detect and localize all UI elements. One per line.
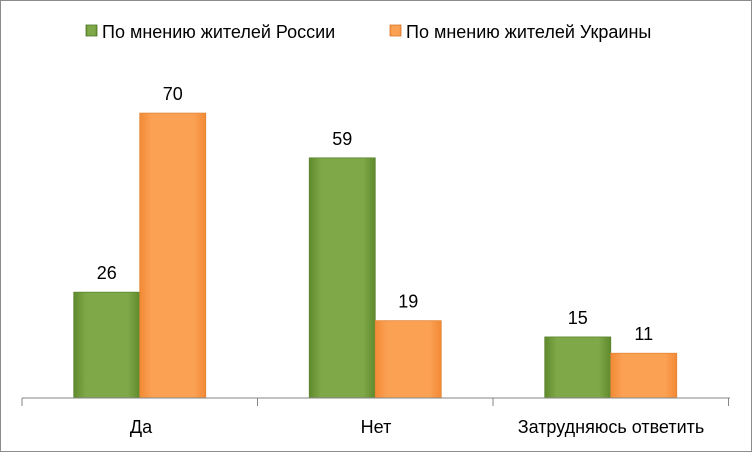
data-label-ukraine-1: 19	[398, 292, 418, 312]
x-tick-label-net: Нет	[361, 417, 392, 437]
x-axis-ticks	[21, 398, 729, 406]
data-labels: 26 70 59 19 15 11	[97, 84, 653, 344]
data-label-russia-1: 59	[332, 129, 352, 149]
bars	[73, 112, 678, 399]
legend-label-russia: По мнению жителей России	[102, 22, 335, 42]
bar-ukraine-0	[139, 112, 207, 399]
data-label-ukraine-2: 11	[634, 324, 653, 344]
x-tick-label-zatrudnyayus: Затрудняюсь ответить	[518, 417, 705, 437]
data-label-ukraine-0: 70	[163, 84, 183, 104]
legend-label-ukraine: По мнению жителей Украины	[406, 22, 651, 42]
legend-swatch-russia	[85, 24, 98, 37]
bar-ukraine-2	[610, 352, 678, 399]
bar-russia-1	[308, 157, 376, 399]
x-tick-label-da: Да	[130, 417, 153, 437]
data-label-russia-2: 15	[568, 308, 588, 328]
bar-russia-0	[73, 291, 141, 399]
bar-russia-2	[544, 336, 612, 399]
data-label-russia-0: 26	[97, 263, 117, 283]
x-axis-tick-labels: Да Нет Затрудняюсь ответить	[130, 417, 704, 437]
legend-swatch-ukraine	[389, 24, 402, 37]
legend: По мнению жителей России По мнению жител…	[85, 22, 651, 42]
bar-ukraine-1	[374, 320, 442, 399]
